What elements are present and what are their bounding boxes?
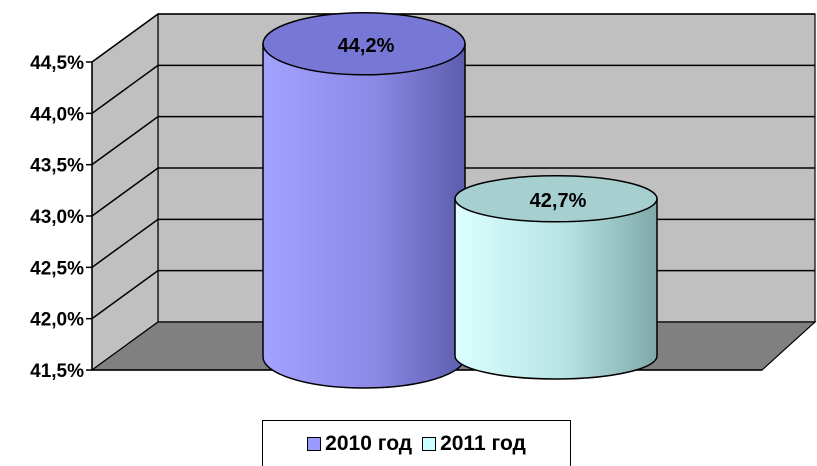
data-label: 44,2%	[338, 35, 395, 57]
y-tick-label: 42,5%	[30, 258, 84, 279]
legend-swatch-2011	[422, 436, 437, 451]
legend-item-2011: 2011 год	[422, 432, 526, 456]
legend-label-2010: 2010 год	[325, 431, 413, 455]
bar-body	[454, 198, 658, 380]
y-tick-label: 41,5%	[30, 361, 84, 382]
side-gridline	[91, 218, 159, 268]
y-tick-label: 42,0%	[30, 310, 84, 331]
y-tick-label: 44,0%	[30, 104, 84, 125]
y-tick-label: 44,5%	[30, 53, 84, 74]
legend: 2010 год 2011 год	[262, 420, 571, 466]
bar-2: 42,7%	[454, 175, 658, 380]
side-gridline	[91, 13, 159, 63]
chart: 41,5% 42,0% 42,5% 43,0% 43,5% 44,0% 44,5% 44,2…	[30, 12, 817, 389]
side-gridline	[91, 167, 159, 217]
data-label: 42,7%	[530, 190, 587, 212]
y-axis-ticks: 41,5% 42,0% 42,5% 43,0% 43,5% 44,0% 44,5%	[30, 53, 92, 382]
legend-label-2011: 2011 год	[440, 431, 526, 455]
side-gridline	[91, 116, 159, 166]
legend-item-2010: 2010 год	[307, 432, 412, 456]
bar-1: 44,2%	[262, 12, 466, 389]
side-gridline	[91, 270, 159, 320]
bar-top	[262, 12, 466, 76]
y-tick-label: 43,5%	[30, 156, 84, 177]
legend-swatch-2010	[307, 436, 322, 451]
bars: 44,2% 42,7%	[262, 12, 658, 389]
bar-top	[454, 175, 658, 223]
side-gridline	[91, 64, 159, 114]
bar-body	[262, 43, 466, 389]
y-tick-label: 43,0%	[30, 207, 84, 228]
